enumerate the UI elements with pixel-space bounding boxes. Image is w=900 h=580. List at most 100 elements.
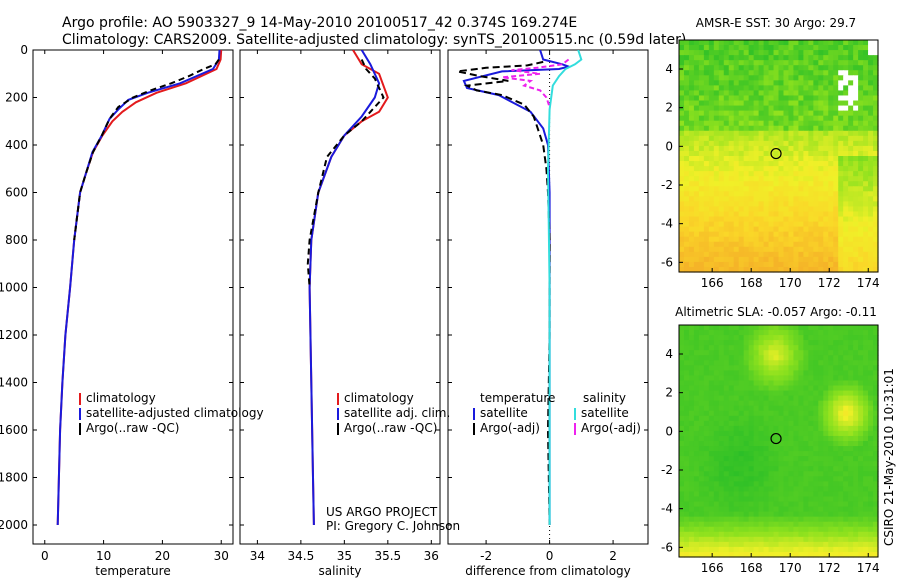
sla_map-cell: [783, 486, 790, 493]
sla_map-cell: [713, 380, 720, 387]
sst_map-cell: [703, 60, 710, 66]
sla_map-cell: [838, 551, 844, 558]
sla_map-cell: [718, 491, 725, 498]
sla_map-cell: [728, 340, 735, 346]
sla_map-cell: [853, 546, 859, 553]
sst_map-cell: [758, 105, 765, 112]
sst_map-cell: [728, 216, 735, 223]
sla_map-cell: [708, 491, 715, 498]
sla_map-cell: [833, 425, 839, 432]
sst_map-cell: [808, 236, 814, 243]
sla_map-cell: [738, 451, 745, 457]
sla_map-cell: [773, 350, 780, 356]
sla_map-cell: [683, 456, 690, 462]
sla_map-cell: [853, 511, 859, 518]
sla_map-cell: [683, 441, 690, 447]
sla_map-cell: [843, 516, 849, 523]
sla_map-cell: [808, 405, 814, 412]
sla_map-cell: [778, 476, 785, 482]
sst_map-cell: [753, 140, 760, 147]
sla_map-cell: [758, 501, 765, 508]
sla_map-cell: [873, 456, 879, 462]
sla_map-cell: [818, 471, 824, 477]
sst_map-cell: [738, 100, 745, 107]
sla_map-cell: [788, 380, 795, 387]
sst_map-cell: [863, 161, 869, 167]
sla_map-cell: [728, 325, 735, 331]
sla_map-cell: [693, 551, 700, 558]
sst_map-cell: [683, 40, 690, 46]
sla_map-cell: [843, 365, 849, 371]
sla_map-cell: [848, 486, 854, 493]
sla_map-cell: [778, 430, 785, 437]
sst_map-cell: [793, 130, 799, 137]
sst_map-cell: [688, 241, 695, 248]
diff-legend-sal-title: salinity: [583, 391, 626, 405]
sst_map-cell: [679, 60, 685, 66]
sst_map-cell: [858, 140, 864, 147]
sla_map-cell: [688, 410, 695, 417]
sst_map-cell: [863, 191, 869, 197]
sst_map-cell: [768, 241, 775, 248]
sla_map-cell: [783, 441, 790, 447]
sst_map-cell: [718, 176, 725, 182]
sst_map-cell: [853, 110, 859, 117]
sst_map-cell: [688, 130, 695, 137]
sst_map-cell: [843, 156, 849, 162]
sst_map-cell: [728, 256, 735, 263]
sla_map-cell: [683, 345, 690, 351]
sla_map-cell: [818, 405, 824, 412]
sst_map-cell: [748, 150, 755, 157]
sla_map-cell: [808, 451, 814, 457]
sst_map-cell: [783, 191, 790, 197]
sla_map-cell: [803, 541, 809, 548]
sla_map-cell: [803, 466, 809, 472]
sla_map-cell: [748, 471, 755, 477]
sla_map-cell: [808, 516, 814, 523]
sla_map-cell: [793, 501, 799, 508]
sst_map-cell: [853, 70, 859, 76]
sla_map-cell: [803, 430, 809, 437]
sst_map-cell: [778, 181, 785, 187]
sla_map-cell: [693, 395, 700, 402]
sla_map-cell: [693, 340, 700, 346]
sla_map-cell: [858, 521, 864, 528]
sla_map-cell: [803, 425, 809, 432]
sst_map-cell: [853, 161, 859, 167]
sst_map-cell: [873, 201, 879, 208]
sla_map-cell: [693, 415, 700, 422]
sla_map-cell: [853, 521, 859, 528]
sla_map-cell: [768, 516, 775, 523]
sla_map-cell: [758, 390, 765, 397]
sla_map-cell: [698, 340, 705, 346]
sla_map-cell: [813, 516, 819, 523]
sst_map-cell: [693, 80, 700, 86]
sla_map-cell: [718, 541, 725, 548]
sst_map-cell: [728, 60, 735, 66]
sla_map-cell: [808, 496, 814, 503]
sst_map-cell: [858, 95, 864, 102]
sst_map-cell: [773, 171, 780, 177]
sst_map-cell: [763, 191, 770, 197]
sst_map-cell: [843, 80, 849, 86]
sst_map-cell: [808, 105, 814, 112]
sla_map-cell: [793, 340, 799, 346]
sla_map-cell: [773, 541, 780, 548]
sst_map-cell: [753, 130, 760, 137]
sst_map-cell: [823, 256, 829, 263]
sst_map-cell: [679, 251, 685, 258]
sla_map-cell: [743, 486, 750, 493]
sla_map-cell: [803, 441, 809, 447]
sla_map-cell: [848, 375, 854, 382]
sla_map-cell: [703, 506, 710, 513]
sla_map-cell: [853, 365, 859, 371]
sla_map-cell: [848, 345, 854, 351]
sla_map-cell: [708, 425, 715, 432]
sst_map-cell: [858, 145, 864, 152]
sst_map-cell: [698, 115, 705, 122]
sst_map-cell: [718, 236, 725, 243]
sst_map-cell: [728, 176, 735, 182]
sla_map-cell: [838, 380, 844, 387]
sla_map-cell: [833, 451, 839, 457]
sla_map-cell: [863, 435, 869, 442]
